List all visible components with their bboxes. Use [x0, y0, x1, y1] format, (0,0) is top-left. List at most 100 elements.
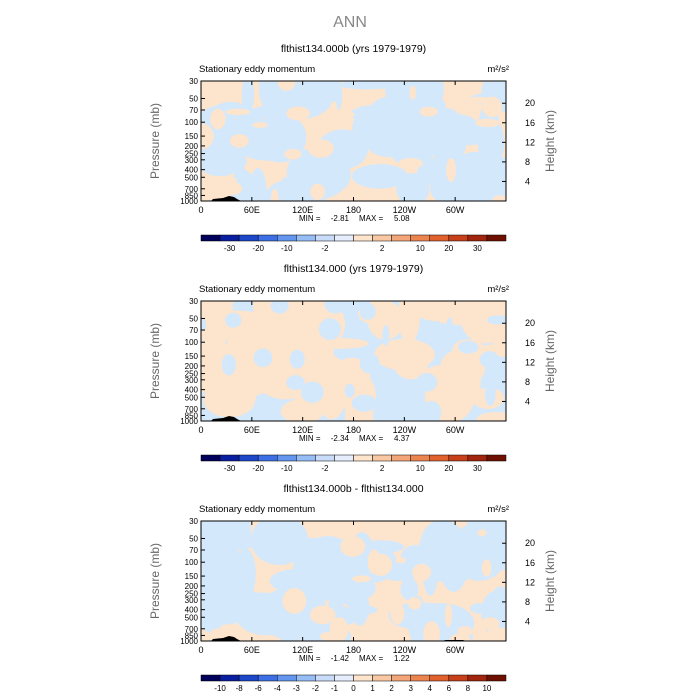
y-tick-label: 70: [189, 546, 198, 555]
height-tick-label: 8: [525, 157, 530, 167]
field-region: [308, 139, 334, 158]
panel-title: flthist134.000b (yrs 1979-1979): [281, 43, 426, 55]
field-region: [270, 188, 279, 201]
field-region: [330, 109, 355, 120]
field-region: [229, 134, 249, 148]
main-title: ANN: [333, 14, 367, 31]
field-region: [382, 324, 390, 346]
panels: flthist134.000b (yrs 1979-1979) Stationar…: [148, 43, 557, 693]
colorbar-label: 20: [444, 244, 453, 253]
field-region: [340, 536, 366, 557]
field-region: [368, 304, 407, 333]
colorbar-label: 10: [416, 244, 425, 253]
field-region: [390, 601, 405, 625]
field-region: [201, 318, 207, 332]
colorbar-swatch: [429, 674, 450, 682]
colorbar-swatch: [372, 454, 392, 462]
field-region: [253, 348, 273, 368]
stats-max-label: MAX =: [359, 214, 384, 223]
field-region: [487, 627, 506, 637]
panel-subtitle: Stationary eddy momentum: [199, 504, 315, 515]
field-region: [282, 588, 307, 614]
field-region: [470, 603, 488, 614]
colorbar-label: 1: [370, 684, 375, 693]
height-tick-label: 16: [525, 558, 535, 568]
field-region: [221, 112, 271, 152]
field-region: [201, 123, 214, 150]
panel-subtitle: Stationary eddy momentum: [199, 284, 315, 295]
field-region: [352, 575, 372, 583]
field-region: [412, 563, 432, 582]
field-region: [362, 521, 384, 531]
y-tick-label: 70: [189, 106, 198, 115]
colorbar-swatch: [334, 234, 354, 242]
y-tick-label: 250: [185, 150, 199, 159]
stats-min-label: MIN =: [299, 654, 321, 663]
field-region: [423, 621, 440, 641]
height-tick-label: 4: [525, 176, 530, 186]
colorbar-swatch: [257, 454, 278, 462]
field-region: [481, 559, 492, 577]
colorbar-swatch: [467, 674, 488, 682]
colorbar-label: -2: [321, 244, 329, 253]
x-tick-label: 180: [346, 645, 361, 655]
colorbar-label: -8: [236, 684, 244, 693]
y-tick-label: 100: [185, 118, 199, 127]
topography: [211, 636, 241, 641]
y-tick-label: 250: [185, 370, 199, 379]
field-region: [417, 156, 474, 188]
colorbar-swatch: [467, 454, 488, 462]
field-region: [201, 602, 229, 634]
field-region: [329, 555, 347, 611]
topography: [211, 416, 241, 421]
colorbar-label: -3: [293, 684, 301, 693]
field-region: [492, 195, 506, 201]
y-tick-label: 150: [185, 352, 199, 361]
field-region: [252, 121, 268, 129]
height-tick-label: 8: [525, 377, 530, 387]
field-region: [309, 605, 336, 625]
y-tick-label: 100: [185, 338, 199, 347]
y-tick-label: 50: [189, 314, 198, 323]
field-region: [230, 81, 238, 93]
stats-min-value: -1.42: [331, 654, 350, 663]
colorbar-swatch: [448, 234, 469, 242]
field-region: [445, 317, 454, 344]
colorbar-swatch: [296, 234, 316, 242]
stats-min-label: MIN =: [299, 434, 321, 443]
panel-title: flthist134.000 (yrs 1979-1979): [284, 263, 424, 275]
colorbar-swatch: [448, 674, 469, 682]
colorbar-swatch: [429, 454, 450, 462]
field-region: [457, 626, 473, 637]
x-tick-label: 60W: [446, 645, 465, 655]
y-axis-label: Pressure (mb): [148, 103, 162, 179]
y-tick-label: 200: [185, 582, 199, 591]
field-region: [238, 549, 256, 598]
field-region: [410, 403, 435, 420]
y-tick-label: 200: [185, 142, 199, 151]
y-tick-label: 500: [185, 613, 199, 622]
field-region: [318, 318, 342, 341]
colorbar-label: -20: [252, 464, 264, 473]
colorbar-label: 0: [351, 684, 356, 693]
field-region: [209, 628, 228, 639]
panel-subtitle: Stationary eddy momentum: [199, 64, 315, 75]
x-tick-label: 0: [198, 425, 203, 435]
y-tick-label: 100: [185, 558, 199, 567]
y-axis-label-right: Height (km): [543, 550, 557, 612]
stats-max-label: MAX =: [359, 654, 384, 663]
panel-units: m²/s²: [487, 284, 509, 295]
colorbar-swatch: [372, 234, 392, 242]
panel-title: flthist134.000b - flthist134.000: [283, 483, 423, 495]
field-region: [210, 108, 226, 130]
y-tick-label: 1000: [180, 637, 198, 646]
height-tick-label: 4: [525, 616, 530, 626]
field-region: [277, 81, 296, 91]
colorbar-swatch: [467, 234, 488, 242]
field-region: [379, 189, 387, 201]
colorbar-label: -30: [224, 244, 236, 253]
field-region: [310, 183, 325, 201]
colorbar-swatch: [315, 674, 335, 682]
stats-max-value: 1.22: [394, 654, 410, 663]
y-tick-label: 500: [185, 173, 199, 182]
